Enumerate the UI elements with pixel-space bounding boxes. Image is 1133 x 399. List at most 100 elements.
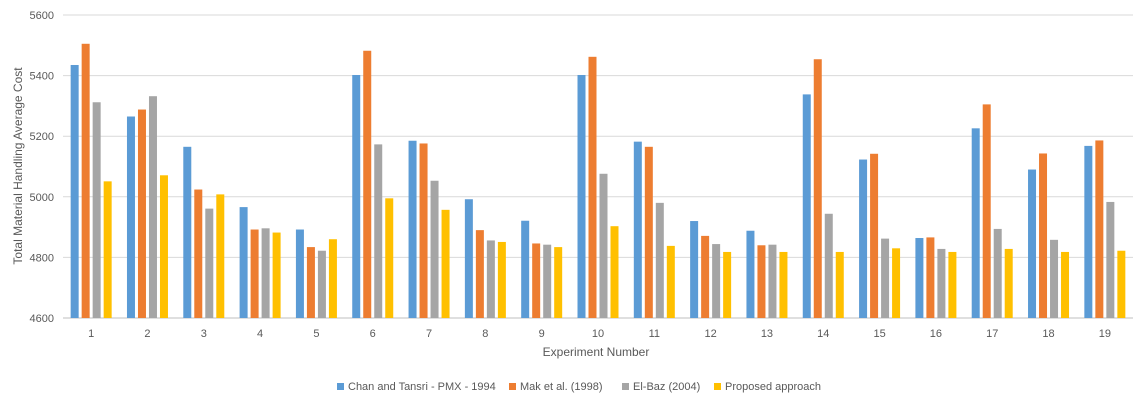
bar	[92, 102, 101, 318]
bar	[655, 202, 664, 318]
bar	[159, 175, 168, 318]
x-tick-label: 13	[761, 328, 773, 340]
bar	[103, 181, 112, 318]
y-axis-title: Total Material Handling Average Cost	[11, 67, 25, 265]
bar	[194, 189, 203, 318]
bar	[317, 250, 326, 318]
bar	[1084, 145, 1093, 318]
x-tick-label: 12	[705, 328, 717, 340]
bar	[915, 238, 924, 318]
bar	[1106, 201, 1115, 318]
bar	[599, 173, 608, 318]
bar	[250, 229, 259, 318]
y-tick-label: 5400	[30, 71, 54, 83]
legend: Chan and Tansri - PMX - 1994 Mak et al. (…	[337, 381, 821, 393]
bar	[870, 153, 879, 318]
bar	[385, 198, 394, 318]
bar	[464, 199, 473, 318]
bar	[183, 146, 192, 318]
bar	[577, 74, 586, 318]
bar	[126, 116, 135, 318]
y-tick-label: 4800	[30, 252, 54, 264]
bar	[306, 247, 315, 318]
bar	[993, 228, 1002, 318]
y-tick-label: 5000	[30, 192, 54, 204]
x-tick-label: 2	[144, 328, 150, 340]
x-tick-label: 5	[313, 328, 319, 340]
bar	[148, 96, 157, 318]
bar	[982, 104, 991, 318]
bar	[926, 237, 935, 318]
bar	[272, 232, 281, 318]
x-tick-label: 10	[592, 328, 604, 340]
x-tick-label: 11	[649, 328, 660, 340]
legend-label: Proposed approach	[725, 381, 821, 393]
x-tick-label: 3	[201, 328, 207, 340]
legend-swatch	[337, 383, 344, 390]
legend-swatch	[714, 383, 721, 390]
bar	[971, 128, 980, 318]
x-tick-label: 8	[482, 328, 488, 340]
bar	[610, 226, 619, 318]
bar	[521, 220, 530, 318]
bar	[137, 109, 146, 318]
legend-label: El-Baz (2004)	[633, 381, 700, 393]
bar	[1004, 248, 1013, 318]
bars	[70, 43, 1126, 319]
bar	[239, 207, 248, 318]
legend-swatch	[622, 383, 629, 390]
bar	[1061, 251, 1070, 318]
x-tick-label: 6	[370, 328, 376, 340]
bar	[81, 43, 90, 318]
bar	[881, 238, 890, 318]
bar	[1050, 239, 1059, 318]
bar	[374, 144, 383, 318]
bar	[216, 194, 225, 318]
bar	[1039, 153, 1048, 318]
bar	[802, 94, 811, 318]
x-tick-label: 15	[873, 328, 885, 340]
bar	[352, 74, 361, 318]
bar	[633, 141, 642, 318]
x-tick-label: 14	[817, 328, 829, 340]
bar	[328, 239, 337, 318]
x-tick-labels: 1 2 3 4 5 6 7 8 9 10 11 12 13 14 15 16 17 18 19	[88, 328, 1111, 340]
bar	[892, 248, 901, 318]
bar	[768, 244, 777, 318]
bar	[824, 213, 833, 318]
bar	[746, 230, 755, 318]
bar	[948, 251, 957, 318]
x-tick-label: 19	[1099, 328, 1111, 340]
bar	[588, 56, 597, 319]
bar	[859, 159, 868, 318]
x-tick-label: 7	[426, 328, 432, 340]
bar	[408, 140, 417, 318]
bar	[497, 241, 506, 318]
bar	[70, 64, 79, 319]
bar	[486, 240, 495, 318]
bar	[205, 208, 214, 318]
bar	[419, 143, 428, 318]
bar	[690, 221, 699, 318]
bar	[261, 228, 270, 318]
x-tick-label: 18	[1042, 328, 1054, 340]
x-tick-label: 1	[88, 328, 94, 340]
bar	[757, 245, 766, 318]
y-tick-label: 4600	[30, 313, 54, 325]
x-tick-label: 4	[257, 328, 263, 340]
bar	[475, 230, 484, 318]
legend-label: Chan and Tansri - PMX - 1994	[348, 381, 496, 393]
x-tick-label: 16	[930, 328, 942, 340]
x-axis-title: Experiment Number	[543, 345, 650, 359]
bar	[1028, 169, 1037, 318]
bar	[543, 244, 552, 318]
bar	[441, 209, 450, 318]
bar	[937, 248, 946, 318]
bar	[644, 146, 653, 318]
bar	[712, 244, 721, 318]
bar	[295, 229, 304, 318]
bar	[779, 251, 788, 318]
x-tick-label: 9	[539, 328, 545, 340]
bar	[1095, 140, 1104, 318]
